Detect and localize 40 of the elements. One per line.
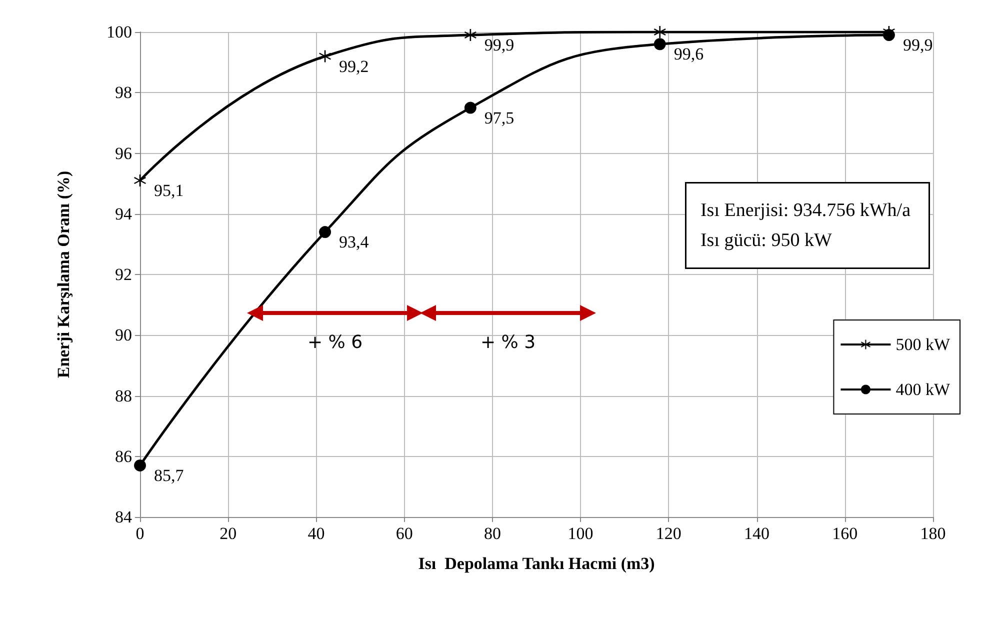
x-tick-label: 120 xyxy=(656,524,682,543)
x-tick-label: 80 xyxy=(484,524,501,543)
y-tick-label: 90 xyxy=(115,326,132,345)
x-tick-label: 160 xyxy=(832,524,858,543)
point xyxy=(464,102,476,114)
x-tick-label: 140 xyxy=(744,524,770,543)
data-label: 95,1 xyxy=(154,181,184,200)
point xyxy=(654,38,666,50)
y-tick-label: 86 xyxy=(115,446,132,466)
y-axis-title: Enerji Karşılama Oranı (%) xyxy=(54,170,73,378)
data-label: 99,9 xyxy=(902,36,933,55)
x-tick-label: 40 xyxy=(308,524,325,543)
data-label: 85,7 xyxy=(154,466,184,485)
y-tick-label: 84 xyxy=(115,508,132,526)
x-tick-label: 180 xyxy=(920,524,946,543)
point xyxy=(319,226,332,238)
y-tick-label: 92 xyxy=(115,265,132,284)
y-tick-label: 100 xyxy=(106,22,132,42)
point xyxy=(654,26,666,38)
x-tick-label: 60 xyxy=(396,524,413,543)
x-tick-label: 20 xyxy=(220,524,237,543)
annotation: + % 3 xyxy=(480,332,536,353)
data-label: 99,9 xyxy=(484,36,514,55)
y-tick-label: 96 xyxy=(115,144,132,163)
legend-label: 500 kW xyxy=(896,335,951,354)
data-label: 99,6 xyxy=(674,44,704,64)
data-label: 99,2 xyxy=(339,56,369,76)
data-label: 93,4 xyxy=(339,232,370,252)
x-axis-title: Isı Depolama Tankı Hacmi (m3) xyxy=(418,554,655,573)
legend-label: 400 kW xyxy=(896,380,951,399)
y-tick-label: 98 xyxy=(115,83,132,102)
point xyxy=(882,29,895,42)
x-tick-label: 100 xyxy=(568,524,594,543)
annotation: Isı Enerjisi: 934.756 kWh/a Isı gücü: 950 kW xyxy=(700,200,912,251)
data-label: 97,5 xyxy=(484,108,514,128)
annotation: + % 6 xyxy=(307,332,363,353)
x-tick-label: 0 xyxy=(136,524,144,543)
y-tick-label: 88 xyxy=(115,386,132,406)
point xyxy=(134,459,146,472)
y-tick-label: 94 xyxy=(115,204,132,224)
